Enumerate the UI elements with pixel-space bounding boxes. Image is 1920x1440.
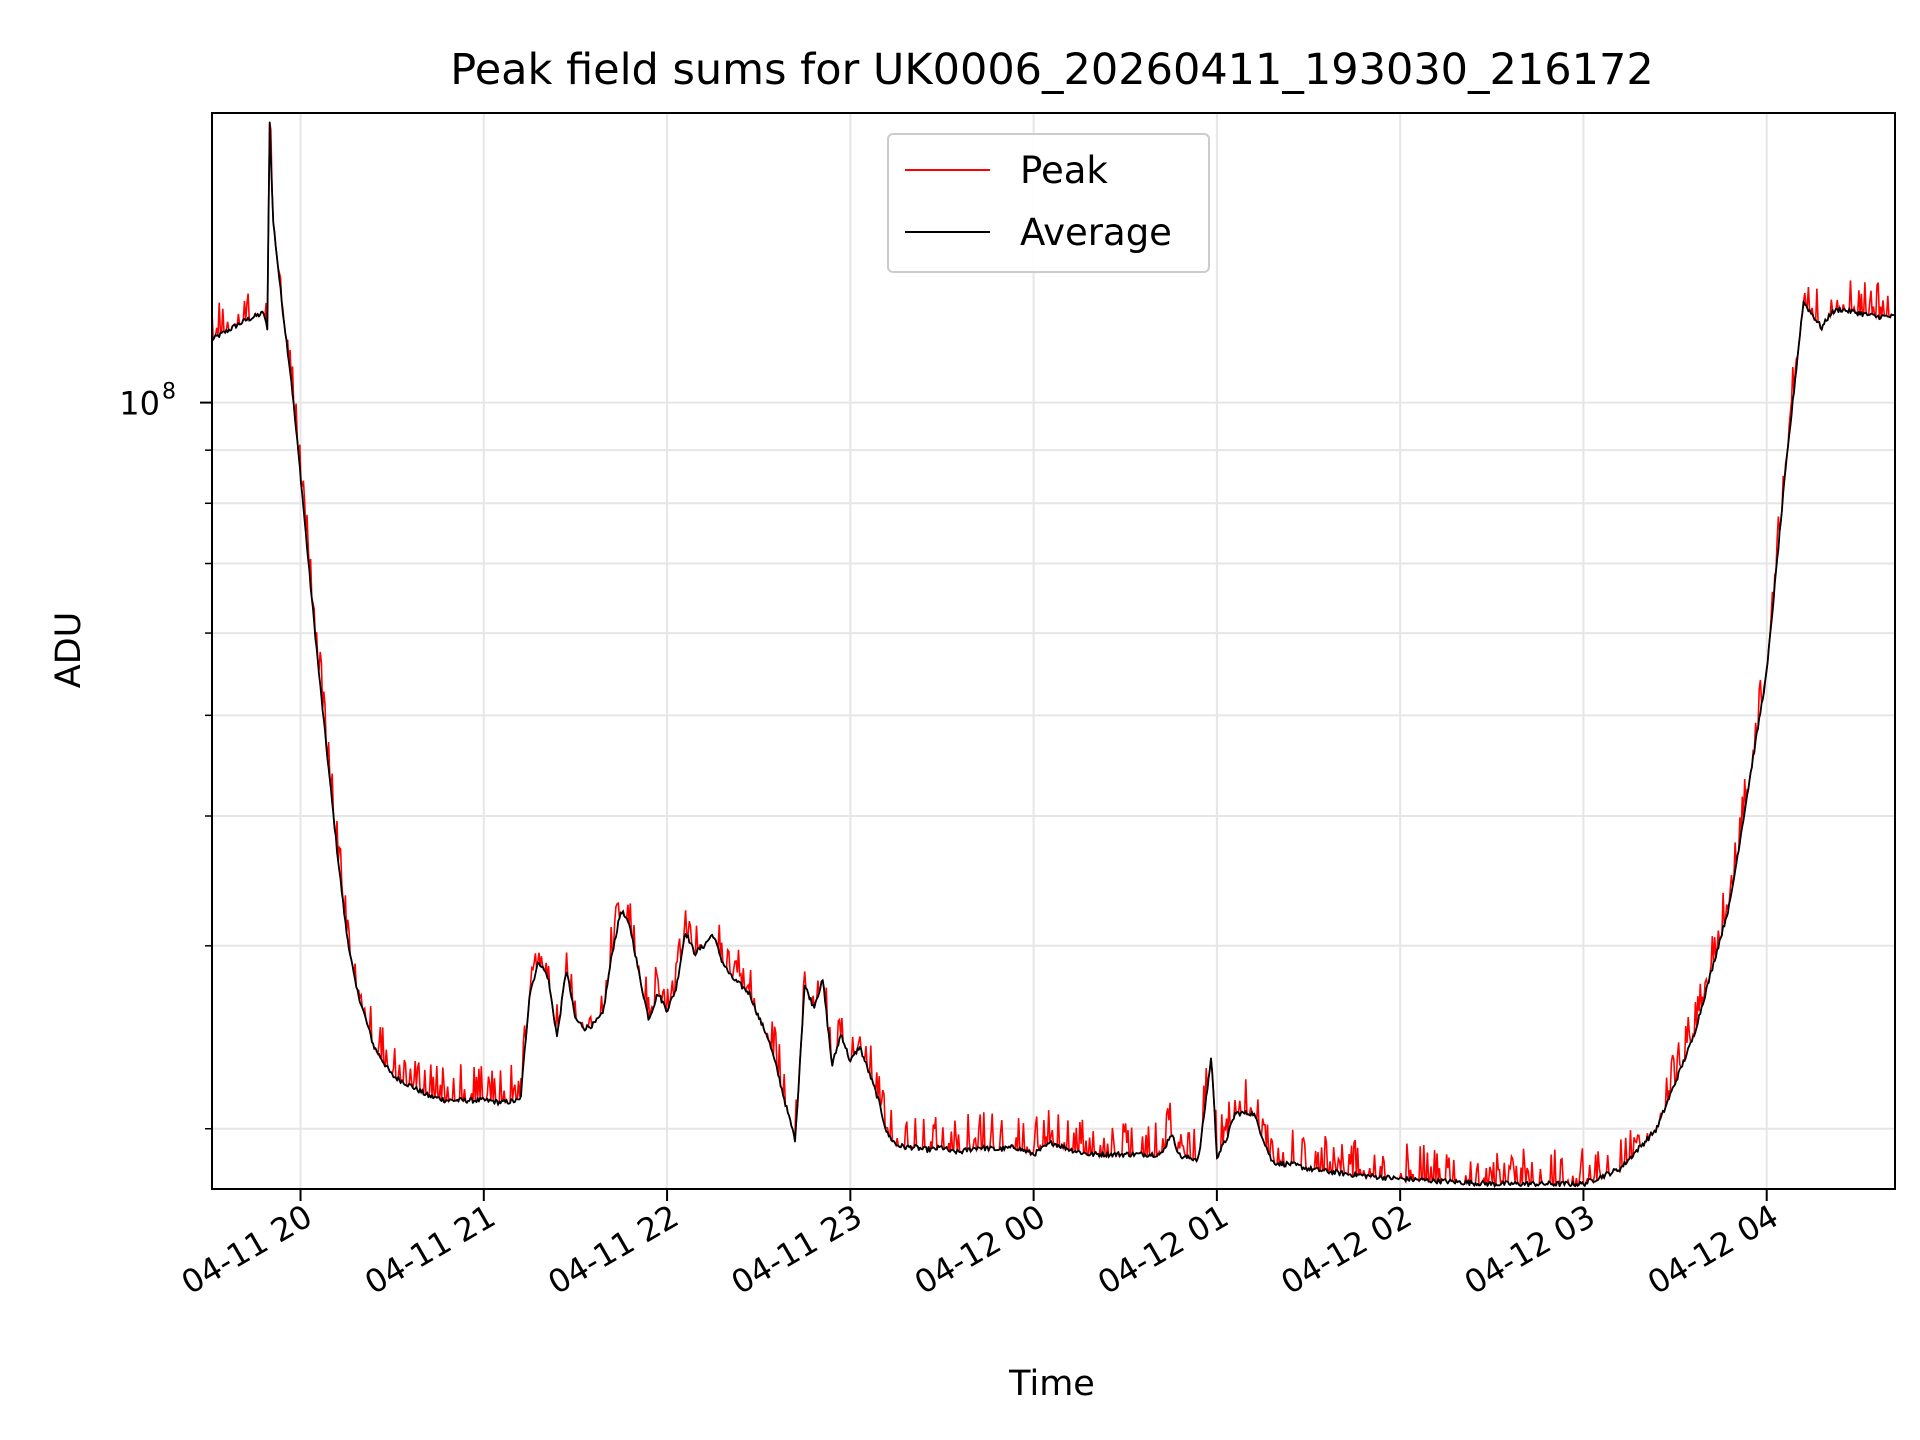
y-tick-label-base: 10 (119, 385, 160, 423)
x-axis-label: Time (1008, 1364, 1095, 1404)
plot-area (212, 121, 1895, 1189)
grid (212, 113, 1895, 1189)
legend-peak-label: Peak (1020, 149, 1108, 192)
legend: Peak Average (887, 133, 1210, 273)
legend-box (887, 133, 1210, 273)
series-average-line (212, 121, 1895, 1188)
plot-frame (211, 112, 1896, 1190)
y-tick-label-exponent: 8 (162, 380, 176, 405)
y-axis-ticks: 10 8 (119, 380, 212, 1130)
y-axis-label: ADU (49, 612, 89, 689)
chart-title: Peak field sums for UK0006_20260411_1930… (450, 45, 1653, 95)
legend-average-label: Average (1020, 211, 1172, 254)
